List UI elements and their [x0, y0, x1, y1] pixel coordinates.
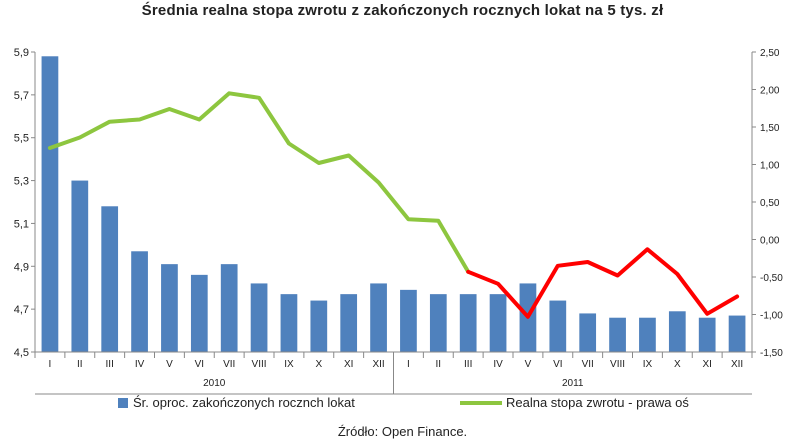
right-tick-label: -1,50 — [760, 348, 783, 359]
legend-swatch-line — [460, 400, 502, 405]
bar — [131, 251, 148, 352]
group-label: 2011 — [562, 378, 584, 389]
right-tick-label: -0,50 — [760, 273, 783, 284]
x-tick-label: XI — [344, 359, 353, 370]
bar — [489, 294, 507, 352]
x-tick-label: X — [315, 359, 322, 370]
left-tick-label: 5,1 — [14, 218, 29, 230]
bar — [280, 294, 298, 352]
bar — [41, 56, 59, 353]
bar — [101, 206, 119, 352]
legend-item-line: Realna stopa zwrotu - prawa oś — [460, 395, 689, 410]
x-tick-label: VIII — [610, 359, 625, 370]
group-label: 2010 — [203, 378, 226, 389]
bar — [728, 315, 746, 352]
bar — [340, 294, 358, 352]
x-tick-label: VIII — [252, 359, 267, 370]
source-note: Źródło: Open Finance. — [337, 424, 468, 439]
x-tick-label: IV — [493, 359, 503, 370]
x-tick-label: II — [436, 359, 442, 370]
right-tick-label: 2,50 — [760, 48, 780, 59]
legend-swatch-bars — [118, 397, 128, 408]
right-tick-label: 1,00 — [760, 161, 780, 172]
bar — [190, 274, 208, 352]
bar — [579, 313, 597, 352]
x-tick-label: II — [77, 359, 83, 370]
left-tick-label: 4,5 — [14, 347, 29, 359]
x-tick-label: VII — [582, 359, 594, 370]
bar — [250, 283, 268, 352]
x-tick-label: III — [464, 359, 472, 370]
bar — [370, 283, 387, 352]
x-tick-label: V — [166, 359, 173, 370]
x-tick-label: VI — [553, 359, 562, 370]
bar — [698, 317, 716, 352]
x-tick-label: I — [49, 359, 52, 370]
legend-label-line: Realna stopa zwrotu - prawa oś — [506, 395, 689, 410]
chart-title: Średnia realna stopa zwrotu z zakończony… — [141, 2, 664, 19]
x-tick-label: V — [525, 359, 532, 370]
x-tick-label: IV — [135, 359, 145, 370]
left-tick-label: 4,7 — [14, 304, 29, 316]
left-tick-label: 5,7 — [14, 90, 29, 102]
x-tick-label: XII — [731, 359, 743, 370]
bar — [400, 289, 417, 352]
left-tick-label: 5,9 — [14, 47, 29, 59]
x-tick-label: VII — [223, 359, 235, 370]
x-tick-label: X — [674, 359, 681, 370]
legend-label-bars: Śr. oproc. zakończonych rocznch lokat — [133, 395, 355, 410]
x-tick-label: XII — [372, 359, 384, 370]
bar — [161, 264, 178, 352]
bar — [639, 317, 656, 352]
bar — [668, 311, 686, 352]
legend-item-bars: Śr. oproc. zakończonych rocznch lokat — [118, 395, 355, 410]
bar — [609, 317, 626, 352]
bar — [459, 294, 477, 352]
bar — [549, 300, 567, 352]
line-series-green — [47, 91, 471, 274]
line-series-red — [466, 247, 740, 319]
x-tick-label: III — [106, 359, 114, 370]
left-tick-label: 5,3 — [14, 176, 29, 188]
left-tick-label: 4,9 — [14, 261, 29, 273]
right-tick-label: 1,50 — [760, 123, 780, 134]
left-tick-label: 5,5 — [14, 133, 29, 145]
x-tick-label: XI — [702, 359, 711, 370]
bar — [429, 294, 447, 352]
x-tick-label: IX — [643, 359, 653, 370]
bar — [220, 264, 238, 352]
right-tick-label: 0,00 — [760, 236, 780, 247]
x-tick-label: VI — [195, 359, 204, 370]
x-tick-label: IX — [284, 359, 294, 370]
bar — [71, 180, 89, 352]
right-tick-label: 0,50 — [760, 198, 780, 209]
bar — [310, 300, 328, 352]
right-tick-label: 2,00 — [760, 86, 780, 97]
x-tick-label: I — [407, 359, 410, 370]
right-tick-label: -1,00 — [760, 311, 783, 322]
